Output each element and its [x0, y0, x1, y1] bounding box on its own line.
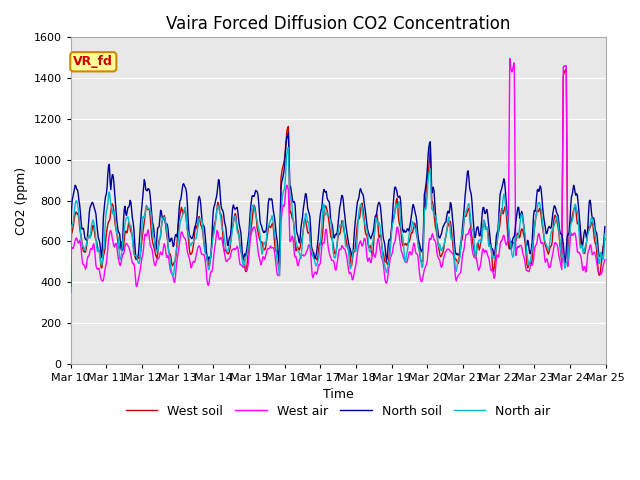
- Legend: West soil, West air, North soil, North air: West soil, West air, North soil, North a…: [121, 400, 556, 423]
- Text: VR_fd: VR_fd: [74, 55, 113, 68]
- Title: Vaira Forced Diffusion CO2 Concentration: Vaira Forced Diffusion CO2 Concentration: [166, 15, 510, 33]
- X-axis label: Time: Time: [323, 388, 353, 401]
- Line: West soil: West soil: [70, 69, 605, 286]
- Y-axis label: CO2 (ppm): CO2 (ppm): [15, 167, 28, 235]
- Line: North air: North air: [70, 147, 605, 292]
- Line: North soil: North soil: [70, 132, 605, 286]
- Line: West air: West air: [70, 59, 605, 292]
